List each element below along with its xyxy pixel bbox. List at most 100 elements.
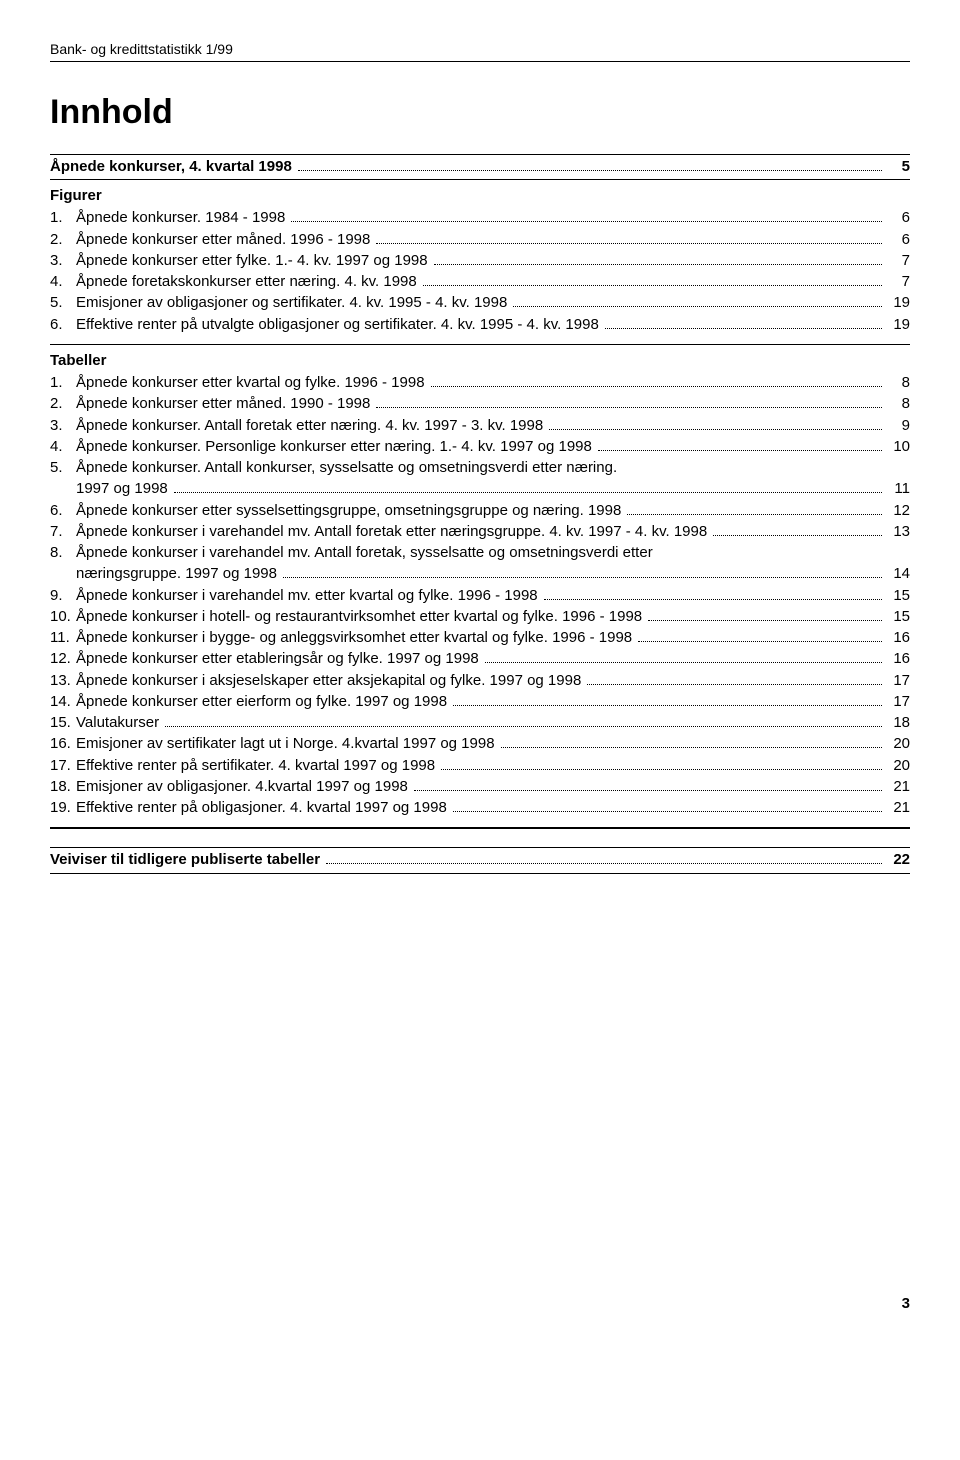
divider: [50, 344, 910, 345]
toc-label: Åpnede konkurser i varehandel mv. etter …: [76, 586, 540, 606]
toc-dots: [376, 231, 882, 244]
toc-page: 22: [886, 850, 910, 870]
toc-page: 20: [886, 734, 910, 754]
toc-dots: [298, 158, 882, 171]
divider: [50, 847, 910, 848]
toc-label: Åpnede konkurser. 1984 - 1998: [76, 208, 287, 228]
toc-label: Åpnede konkurser i varehandel mv. Antall…: [76, 522, 709, 542]
toc-dots: [598, 438, 882, 451]
toc-page: 18: [886, 713, 910, 733]
toc-page: 17: [886, 671, 910, 691]
toc-number: 16.: [50, 734, 76, 754]
toc-dots: [453, 799, 882, 812]
toc-page: 19: [886, 293, 910, 313]
toc-label: Emisjoner av obligasjoner og sertifikate…: [76, 293, 509, 313]
toc-number: 12.: [50, 649, 76, 669]
toc-label: Åpnede konkurser. Antall konkurser, syss…: [76, 458, 619, 478]
toc-label: Åpnede konkurser etter eierform og fylke…: [76, 692, 449, 712]
toc-label: Åpnede konkurser etter kvartal og fylke.…: [76, 373, 427, 393]
divider-thick: [50, 827, 910, 829]
toc-dots: [326, 851, 882, 864]
toc-page: 21: [886, 777, 910, 797]
toc-row: 1.Åpnede konkurser. 1984 - 19986: [50, 208, 910, 228]
page-number: 3: [50, 1294, 910, 1314]
toc-number: 7.: [50, 522, 76, 542]
toc-dots: [431, 374, 882, 387]
toc-dots: [441, 757, 882, 770]
toc-label: Åpnede konkurser etter måned. 1990 - 199…: [76, 394, 372, 414]
toc-dots: [414, 778, 882, 791]
toc-row: 3.Åpnede konkurser. Antall foretak etter…: [50, 416, 910, 436]
toc-number: 5.: [50, 458, 76, 478]
toc-dots: [174, 480, 882, 493]
toc-number: 13.: [50, 671, 76, 691]
toc-number: 5.: [50, 293, 76, 313]
toc-row: 10.Åpnede konkurser i hotell- og restaur…: [50, 607, 910, 627]
toc-page: 17: [886, 692, 910, 712]
toc-number: 6.: [50, 501, 76, 521]
toc-number: 11.: [50, 628, 76, 648]
toc-row: 13.Åpnede konkurser i aksjeselskaper ett…: [50, 671, 910, 691]
toc-page: 9: [886, 416, 910, 436]
toc-row: 14.Åpnede konkurser etter eierform og fy…: [50, 692, 910, 712]
toc-dots: [376, 395, 882, 408]
toc-label: Emisjoner av obligasjoner. 4.kvartal 199…: [76, 777, 410, 797]
toc-page: 7: [886, 251, 910, 271]
toc-page: 21: [886, 798, 910, 818]
toc-label: Åpnede konkurser i bygge- og anleggsvirk…: [76, 628, 634, 648]
toc-row: 4.Åpnede foretakskonkurser etter næring.…: [50, 272, 910, 292]
toc-veiviser: Veiviser til tidligere publiserte tabell…: [50, 850, 910, 870]
toc-row-cont: 1997 og 199811: [50, 479, 910, 499]
toc-page: 20: [886, 756, 910, 776]
toc-label: Åpnede konkurser. Antall foretak etter n…: [76, 416, 545, 436]
toc-label: Åpnede konkurser etter etableringsår og …: [76, 649, 481, 669]
toc-label: Åpnede konkurser, 4. kvartal 1998: [50, 157, 294, 177]
toc-dots: [283, 565, 882, 578]
toc-dots: [453, 693, 882, 706]
toc-page: 6: [886, 230, 910, 250]
toc-dots: [638, 629, 882, 642]
toc-number: 3.: [50, 251, 76, 271]
toc-label: Åpnede konkurser i aksjeselskaper etter …: [76, 671, 583, 691]
toc-page: 16: [886, 649, 910, 669]
toc-label: Åpnede konkurser etter fylke. 1.- 4. kv.…: [76, 251, 430, 271]
toc-dots: [648, 608, 882, 621]
toc-dots: [423, 273, 882, 286]
toc-page: 5: [886, 157, 910, 177]
toc-label: Effektive renter på sertifikater. 4. kva…: [76, 756, 437, 776]
toc-page: 8: [886, 373, 910, 393]
toc-label: Åpnede konkurser i hotell- og restaurant…: [76, 607, 644, 627]
toc-row: 8.Åpnede konkurser i varehandel mv. Anta…: [50, 543, 910, 563]
toc-row: 16.Emisjoner av sertifikater lagt ut i N…: [50, 734, 910, 754]
toc-label: Valutakurser: [76, 713, 161, 733]
toc-number: 15.: [50, 713, 76, 733]
tabeller-heading: Tabeller: [50, 351, 910, 371]
toc-number: 18.: [50, 777, 76, 797]
toc-dots: [485, 650, 882, 663]
header-rule: [50, 61, 910, 62]
toc-number: 1.: [50, 373, 76, 393]
toc-dots: [549, 417, 882, 430]
divider: [50, 179, 910, 180]
running-header: Bank- og kredittstatistikk 1/99: [50, 40, 910, 59]
toc-label: Åpnede konkurser etter sysselsettingsgru…: [76, 501, 623, 521]
toc-label: 1997 og 1998: [76, 479, 170, 499]
tabeller-list: 1.Åpnede konkurser etter kvartal og fylk…: [50, 373, 910, 818]
toc-number: 10.: [50, 607, 76, 627]
toc-row: 6.Effektive renter på utvalgte obligasjo…: [50, 315, 910, 335]
toc-page: 19: [886, 315, 910, 335]
toc-dots: [165, 714, 882, 727]
toc-label: Åpnede foretakskonkurser etter næring. 4…: [76, 272, 419, 292]
divider: [50, 154, 910, 155]
toc-row: 17.Effektive renter på sertifikater. 4. …: [50, 756, 910, 776]
toc-row: 3.Åpnede konkurser etter fylke. 1.- 4. k…: [50, 251, 910, 271]
toc-dots: [627, 502, 882, 515]
toc-row: 2.Åpnede konkurser etter måned. 1996 - 1…: [50, 230, 910, 250]
toc-dots: [501, 735, 882, 748]
toc-number: 19.: [50, 798, 76, 818]
toc-number: 4.: [50, 272, 76, 292]
toc-row: 1.Åpnede konkurser etter kvartal og fylk…: [50, 373, 910, 393]
toc-number: 4.: [50, 437, 76, 457]
toc-number: 6.: [50, 315, 76, 335]
divider: [50, 873, 910, 874]
